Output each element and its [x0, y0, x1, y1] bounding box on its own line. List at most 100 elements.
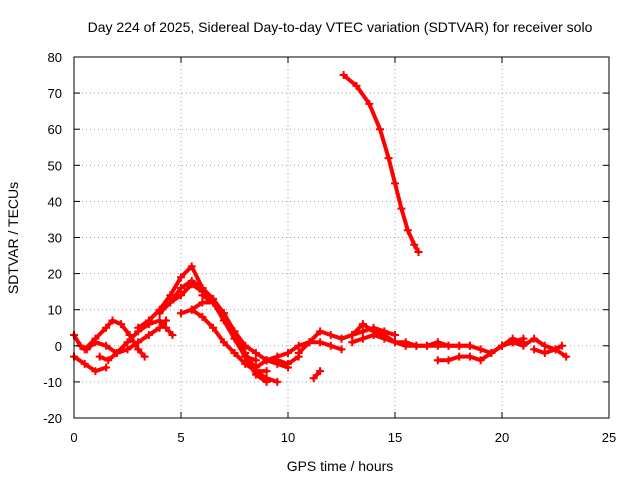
series-layer — [70, 71, 571, 386]
data-point — [369, 330, 378, 339]
data-point — [414, 247, 423, 256]
data-point — [397, 204, 406, 213]
y-tick-label: 50 — [48, 158, 62, 173]
data-point — [562, 352, 571, 361]
series-arc-10 — [187, 305, 271, 376]
data-point — [465, 352, 474, 361]
series-arc-3 — [70, 352, 111, 376]
data-point — [102, 323, 111, 332]
data-point — [140, 352, 149, 361]
data-point — [316, 327, 325, 336]
data-point — [123, 338, 132, 347]
x-tick-label: 15 — [388, 430, 402, 445]
data-point — [519, 334, 528, 343]
y-tick-label: -20 — [43, 411, 62, 426]
y-tick-label: 20 — [48, 267, 62, 282]
data-point — [187, 280, 196, 289]
series-line — [136, 264, 290, 370]
data-point — [316, 338, 325, 347]
chart-title: Day 224 of 2025, Sidereal Day-to-day VTE… — [88, 19, 593, 35]
data-point — [455, 341, 464, 350]
data-point — [134, 345, 143, 354]
data-point — [104, 356, 113, 365]
data-point — [262, 356, 271, 365]
data-point — [102, 341, 111, 350]
y-tick-label: 10 — [48, 303, 62, 318]
data-point — [358, 334, 367, 343]
data-point — [144, 316, 153, 325]
x-tick-label: 20 — [495, 430, 509, 445]
data-point — [134, 323, 143, 332]
data-point — [540, 341, 549, 350]
data-point — [433, 356, 442, 365]
data-point — [444, 341, 453, 350]
data-point — [326, 330, 335, 339]
data-point — [155, 309, 164, 318]
data-point — [102, 363, 111, 372]
data-point — [219, 338, 228, 347]
data-point — [294, 349, 303, 358]
series-arc-14 — [309, 367, 325, 383]
data-point — [530, 334, 539, 343]
data-point — [391, 338, 399, 347]
data-point — [337, 334, 346, 343]
data-point — [284, 349, 292, 358]
x-tick-label: 25 — [602, 430, 616, 445]
series-arc-16 — [348, 330, 528, 358]
data-point — [358, 320, 367, 329]
data-point — [519, 341, 528, 350]
data-point — [209, 298, 218, 307]
data-point — [305, 338, 314, 347]
x-tick-label: 5 — [177, 430, 184, 445]
data-point — [557, 341, 566, 350]
data-point — [187, 262, 196, 271]
data-point — [241, 359, 250, 368]
grid-layer — [74, 57, 609, 418]
series-arc-1 — [339, 71, 423, 256]
data-point — [487, 349, 496, 358]
y-tick-label: 40 — [48, 194, 62, 209]
data-point — [262, 367, 271, 376]
data-point — [177, 291, 185, 300]
data-point — [209, 323, 218, 332]
data-point — [91, 367, 100, 376]
data-point — [365, 99, 374, 108]
y-tick-label: -10 — [43, 375, 62, 390]
data-point — [465, 341, 474, 350]
data-point — [177, 309, 185, 318]
data-point — [251, 367, 260, 376]
series-arc-11 — [198, 291, 260, 365]
data-point — [498, 341, 506, 350]
series-arc-19 — [530, 341, 566, 358]
data-point — [80, 345, 89, 354]
data-point — [168, 330, 177, 339]
data-point — [433, 338, 442, 347]
data-point — [380, 334, 389, 343]
data-point — [91, 334, 100, 343]
data-point — [348, 338, 357, 347]
data-point — [166, 291, 175, 300]
y-tick-label: 80 — [48, 50, 62, 65]
data-point — [337, 345, 346, 354]
data-point — [177, 273, 185, 282]
x-axis-label: GPS time / hours — [287, 458, 394, 474]
data-point — [423, 341, 432, 350]
data-point — [123, 345, 132, 354]
data-point — [262, 377, 271, 386]
data-point — [540, 349, 549, 358]
data-point — [166, 298, 175, 307]
data-point — [309, 374, 318, 383]
data-point — [326, 341, 335, 350]
y-tick-label: 70 — [48, 86, 62, 101]
data-point — [251, 356, 260, 365]
data-point — [112, 349, 121, 358]
series-arc-4 — [80, 316, 149, 361]
data-point — [358, 327, 367, 336]
data-point — [391, 330, 399, 339]
y-tick-label: 30 — [48, 231, 62, 246]
data-point — [508, 338, 517, 347]
series-line — [532, 343, 564, 355]
data-point — [352, 81, 361, 90]
data-point — [177, 284, 185, 293]
